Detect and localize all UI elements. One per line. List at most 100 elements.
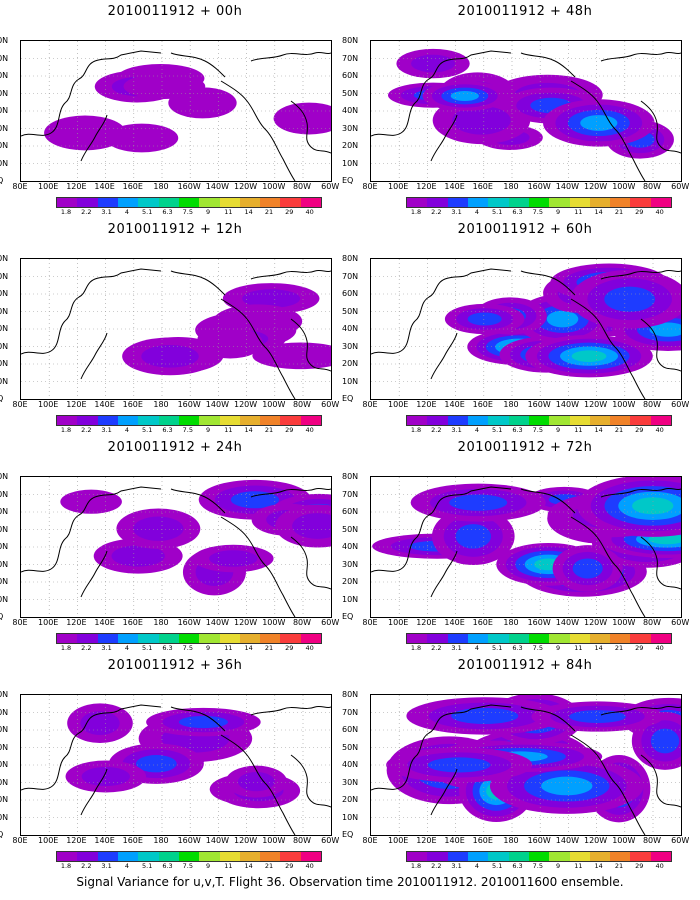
contour-fill (452, 106, 511, 135)
colorbar-swatch (407, 416, 428, 425)
colorbar-swatch (219, 852, 240, 861)
colorbar-label: 40 (305, 208, 314, 216)
colorbar-swatch (117, 416, 139, 425)
colorbar-label: 40 (655, 862, 664, 870)
colorbar-swatch (630, 416, 651, 425)
contour-fill (44, 115, 127, 151)
colorbar-label: 5.1 (142, 208, 153, 216)
contour-fill (141, 345, 199, 368)
colorbar-swatch (467, 416, 489, 425)
variance-map (20, 694, 332, 836)
colorbar-label: 5.1 (492, 862, 503, 870)
colorbar-label: 40 (655, 208, 664, 216)
contour-fill (546, 310, 579, 328)
coastline (520, 706, 576, 732)
lat-tick-label: 50N (0, 524, 9, 534)
lat-tick-label: 20N (342, 141, 359, 150)
colorbar-label: 29 (285, 426, 294, 434)
lat-tick-label: 80N (0, 690, 9, 699)
coastline (570, 516, 646, 617)
colorbar-label: 7.5 (182, 862, 193, 870)
colorbar-swatch (77, 416, 98, 425)
coastline (250, 269, 331, 280)
coastline (290, 318, 331, 372)
colorbar-swatch (117, 852, 139, 861)
colorbar-label: 2.2 (81, 644, 92, 652)
lon-tick-label: 180 (503, 618, 519, 627)
colorbar-swatch (630, 634, 651, 643)
lat-tick-label: 70N (342, 53, 359, 63)
colorbar-swatch (260, 416, 281, 425)
colorbar-label: 21 (614, 862, 624, 870)
colorbar-label: 7.5 (532, 644, 543, 652)
lon-tick-label: 80W (642, 182, 662, 191)
colorbar-swatch (569, 416, 590, 425)
colorbar-label: 11 (574, 644, 583, 652)
coastline (570, 80, 646, 181)
lon-tick-label: 140E (444, 836, 465, 845)
lon-tick-label: 80E (12, 182, 28, 191)
lon-tick-label: 120E (416, 400, 437, 409)
lon-tick-label: 80W (292, 182, 312, 191)
map-panel: 2010011912 + 72h 80N 70N 60N 50N 40N 30N 20N 10N… (342, 436, 700, 658)
colorbar-swatch (239, 416, 261, 425)
colorbar-label: 6.3 (162, 426, 173, 434)
coastline (430, 332, 458, 380)
lat-tick-label: EQ (342, 612, 354, 621)
contour-fill (111, 545, 165, 567)
lat-tick-label: 50N (0, 88, 9, 98)
colorbar-label: 4 (124, 426, 129, 434)
lon-tick-label: 100E (388, 618, 409, 627)
coastline (430, 550, 458, 598)
lat-tick-label: 70N (342, 707, 359, 717)
coastline (170, 488, 226, 514)
colorbar-swatch (508, 852, 529, 861)
colorbar-label: 14 (244, 208, 253, 216)
coastline (170, 270, 226, 296)
lon-tick-label: 100E (38, 618, 59, 627)
coastline (21, 50, 162, 137)
colorbar-label: 4 (474, 862, 479, 870)
colorbar-swatch (589, 852, 611, 861)
colorbar-swatch (549, 198, 570, 207)
lon-tick-label: 60W (671, 836, 690, 845)
variance-map (370, 694, 682, 836)
map-panel: 2010011912 + 24h 80N 70N 60N 50N 40N 30N 20N 10N… (0, 436, 350, 658)
contour-fill (449, 494, 508, 511)
lon-tick-label: 160E (472, 182, 493, 191)
lat-tick-label: EQ (0, 830, 4, 839)
colorbar-swatch (589, 416, 611, 425)
lon-tick-label: 120E (416, 182, 437, 191)
colorbar-swatch (280, 634, 301, 643)
map-panel: 2010011912 + 36h 80N 70N 60N 50N 40N 30N 20N 10N… (0, 654, 350, 876)
lon-tick-label: 140E (444, 618, 465, 627)
lon-tick-label: 120W (584, 182, 608, 191)
coastline (600, 487, 681, 498)
colorbar-swatch (467, 852, 489, 861)
colorbar-swatch (407, 634, 428, 643)
colorbar-label: 29 (635, 862, 644, 870)
colorbar-label: 21 (264, 644, 274, 652)
colorbar-label: 29 (285, 644, 294, 652)
colorbar-swatch (427, 634, 448, 643)
lat-tick-label: 70N (0, 53, 9, 63)
colorbar-label: 9 (556, 862, 561, 870)
lon-tick-label: 140E (94, 400, 115, 409)
lon-tick-label: 80E (362, 618, 378, 627)
lat-tick-label: 80N (342, 36, 359, 45)
lon-tick-label: 160E (122, 618, 143, 627)
colorbar-swatch (138, 634, 159, 643)
colorbar-swatch (650, 198, 672, 207)
colorbar-swatch (280, 198, 301, 207)
colorbar-swatch (528, 416, 550, 425)
colorbar-label: 3.1 (451, 862, 462, 870)
lon-tick-label: 140W (205, 836, 229, 845)
lat-tick-label: 10N (342, 376, 359, 386)
colorbar-label: 9 (206, 644, 211, 652)
coastline (640, 100, 681, 154)
lat-tick-label: 50N (0, 742, 9, 752)
colorbar-swatch (447, 852, 468, 861)
colorbar-label: 2.2 (431, 644, 442, 652)
lat-tick-label: 40N (0, 324, 9, 333)
lon-tick-label: 80W (292, 400, 312, 409)
